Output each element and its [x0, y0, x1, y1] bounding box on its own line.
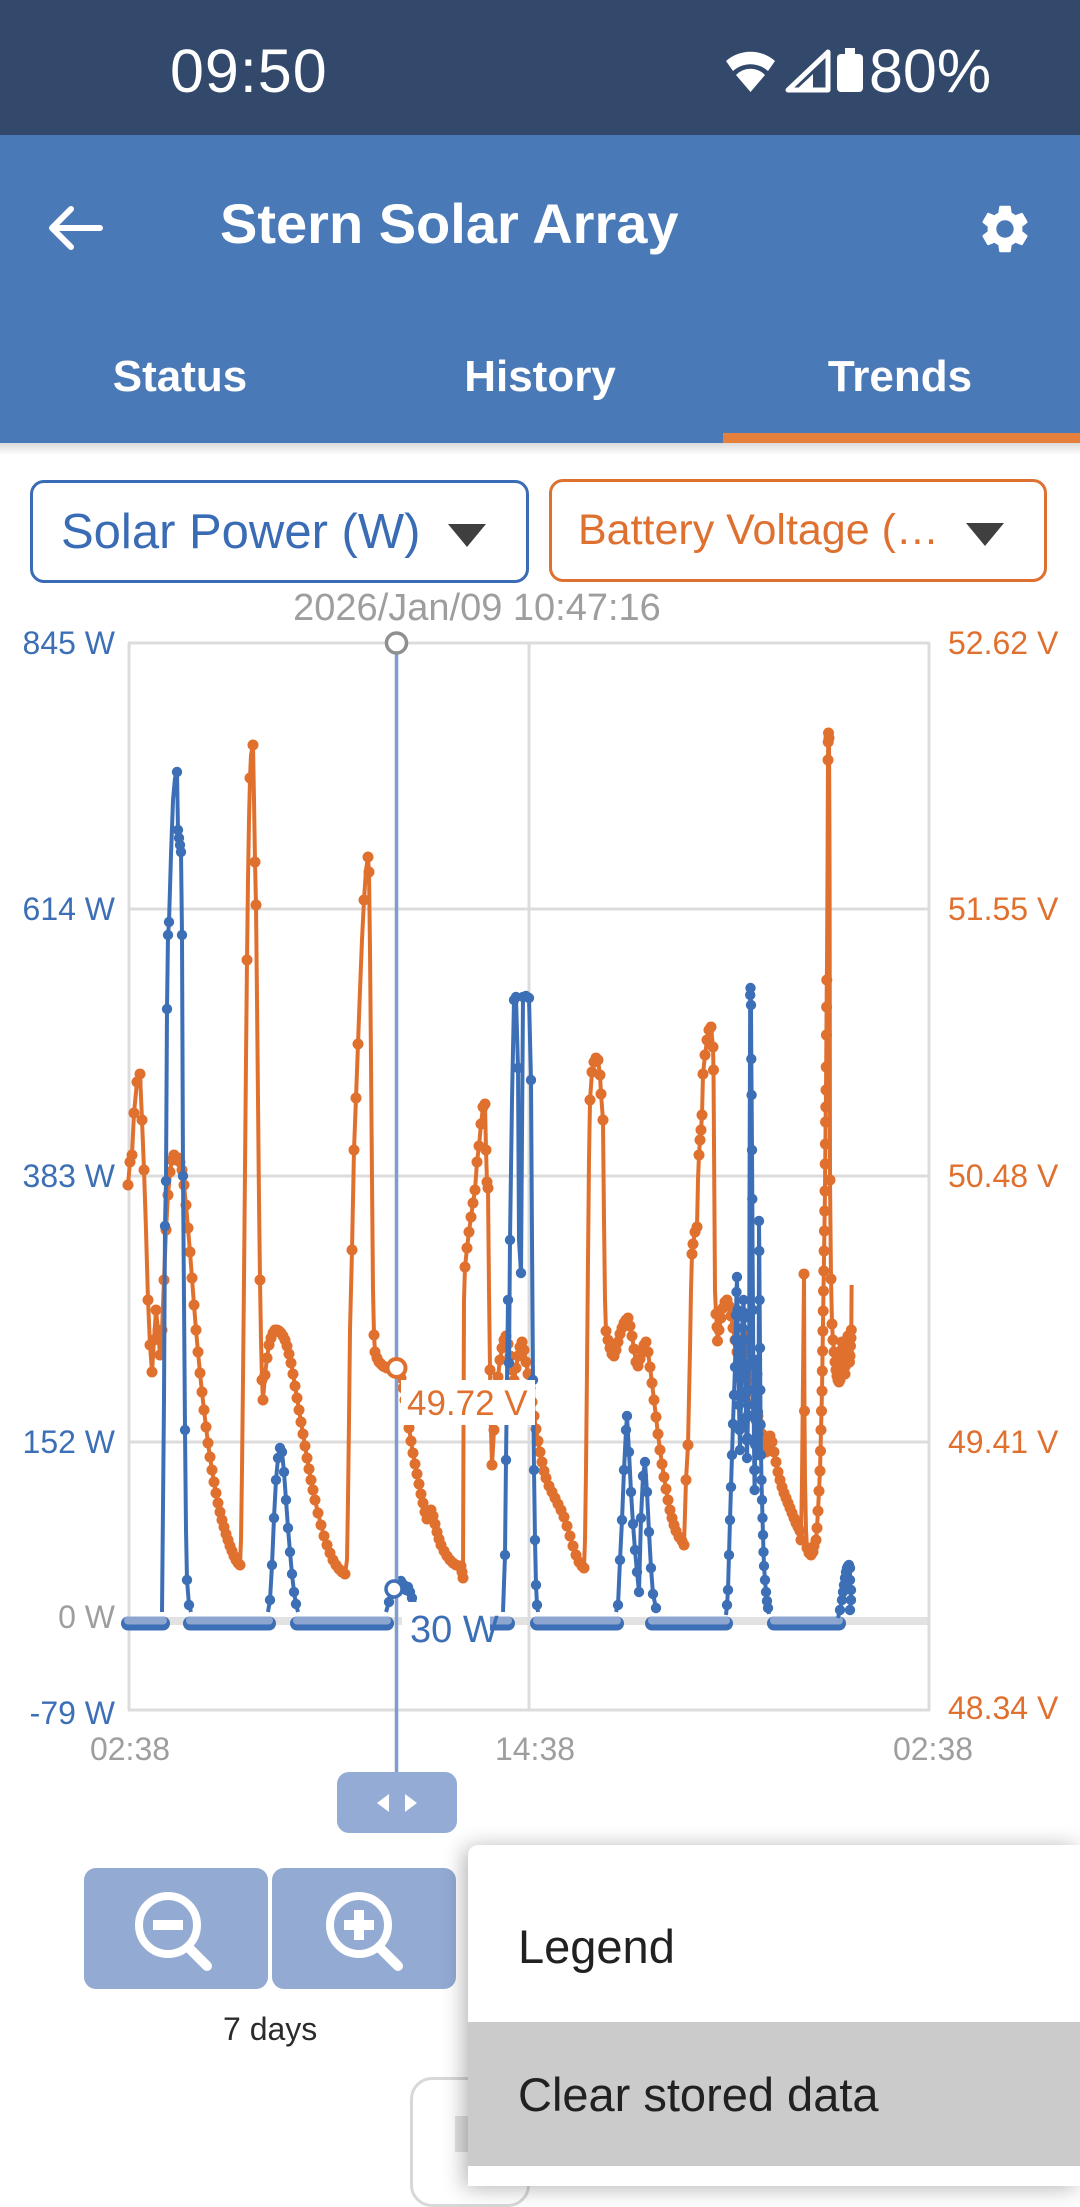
svg-text:30 W: 30 W: [410, 1609, 499, 1651]
svg-text:152 W: 152 W: [23, 1424, 116, 1460]
svg-text:02:38: 02:38: [90, 1731, 170, 1767]
svg-text:383 W: 383 W: [23, 1158, 116, 1194]
svg-text:614 W: 614 W: [23, 891, 116, 927]
svg-text:14:38: 14:38: [495, 1731, 575, 1767]
svg-text:02:38: 02:38: [893, 1731, 973, 1767]
svg-text:50.48 V: 50.48 V: [948, 1158, 1059, 1194]
svg-text:52.62 V: 52.62 V: [948, 625, 1059, 661]
svg-text:2026/Jan/09 10:47:16: 2026/Jan/09 10:47:16: [293, 587, 661, 629]
svg-text:51.55 V: 51.55 V: [948, 891, 1059, 927]
svg-text:49.41 V: 49.41 V: [948, 1424, 1059, 1460]
svg-text:845 W: 845 W: [23, 625, 116, 661]
svg-text:49.72 V: 49.72 V: [407, 1384, 528, 1423]
svg-text:-79 W: -79 W: [30, 1695, 116, 1731]
svg-text:0 W: 0 W: [58, 1599, 116, 1635]
svg-text:48.34 V: 48.34 V: [948, 1690, 1059, 1726]
